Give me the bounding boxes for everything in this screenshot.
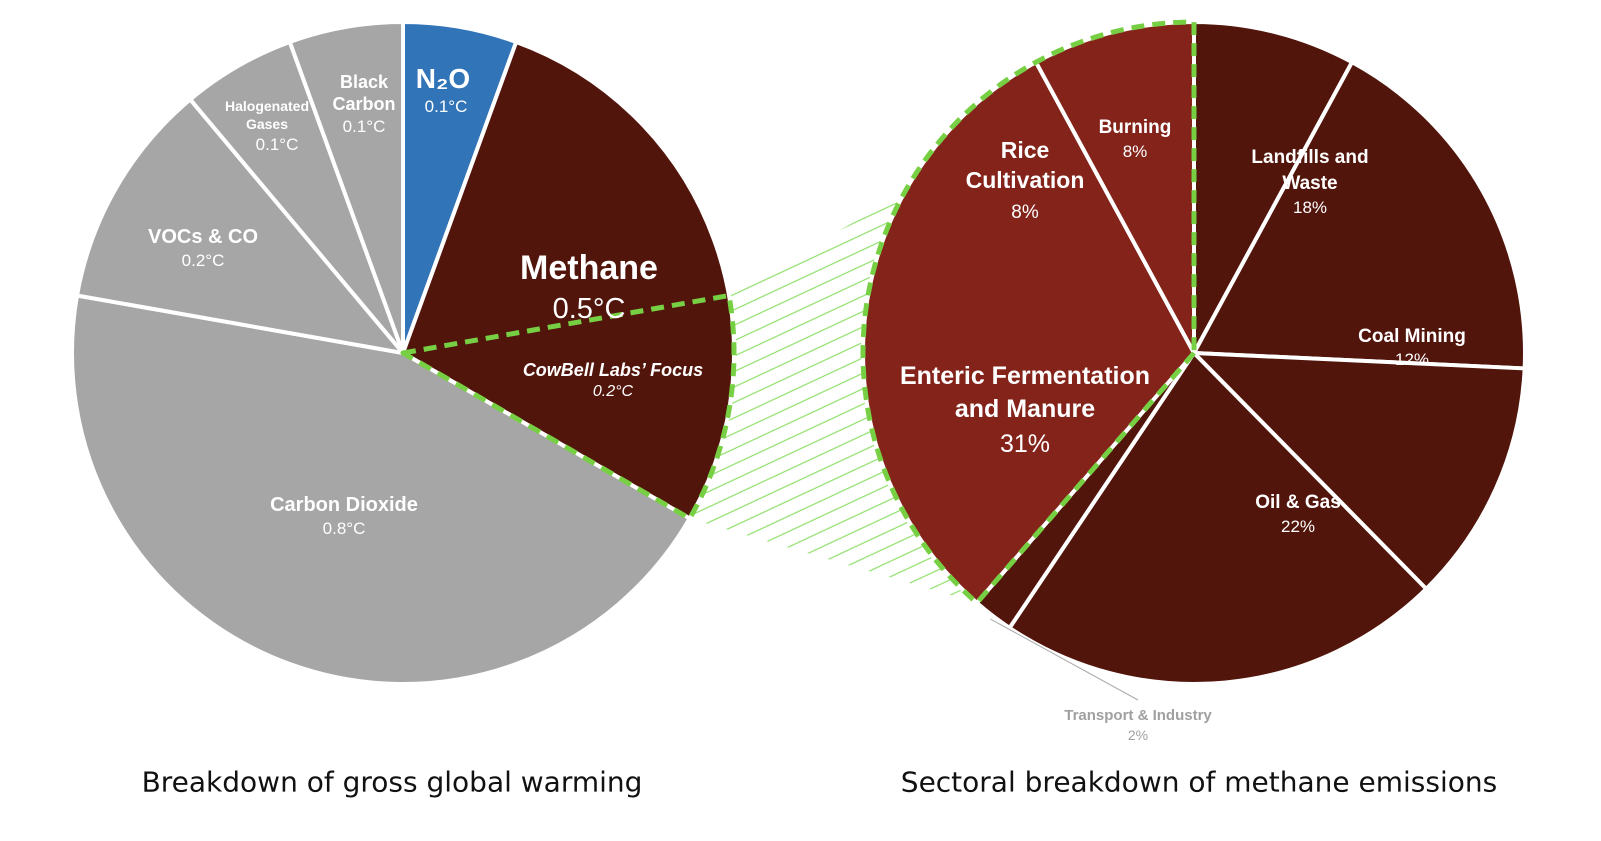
coal-mining-label: Coal Mining bbox=[1358, 326, 1466, 347]
vocs-value: 0.2°C bbox=[182, 251, 225, 270]
enteric-value: 31% bbox=[1000, 430, 1050, 458]
slice-landfills-and-waste bbox=[1192, 60, 1527, 371]
landfills-value: 18% bbox=[1293, 198, 1327, 217]
n2o-value: 0.1°C bbox=[425, 97, 468, 116]
slice-burning bbox=[1192, 20, 1355, 355]
enteric-label: and Manure bbox=[955, 395, 1095, 423]
vocs-label: VOCs & CO bbox=[148, 226, 258, 248]
halogenated-label: Gases bbox=[246, 116, 288, 132]
co2-label: Carbon Dioxide bbox=[270, 494, 418, 516]
slice-oil-gas bbox=[1007, 351, 1429, 687]
slice-carbon-dioxide bbox=[70, 293, 692, 686]
rice-value: 8% bbox=[1011, 202, 1039, 223]
transport-leader-line bbox=[990, 618, 1139, 701]
methane-pie-chart: Burning 8% Landfills and Waste 18% Coal Minin… bbox=[860, 19, 1527, 743]
rice-label: Rice bbox=[1001, 137, 1050, 163]
cowbell-focus-outline bbox=[400, 293, 737, 521]
halogenated-value: 0.1°C bbox=[256, 135, 299, 154]
cowbell-focus-label: CowBell Labs’ Focus bbox=[523, 360, 703, 380]
slice-vocs-co bbox=[75, 97, 405, 355]
methane-chart-title: Sectoral breakdown of methane emissions bbox=[900, 765, 1498, 799]
cowbell-focus-value: 0.2°C bbox=[593, 383, 634, 400]
transport-value: 2% bbox=[1128, 727, 1148, 743]
enteric-label: Enteric Fermentation bbox=[900, 362, 1150, 390]
oil-gas-value: 22% bbox=[1281, 517, 1315, 536]
coal-mining-value: 12% bbox=[1395, 350, 1429, 369]
landfills-label: Waste bbox=[1282, 173, 1337, 194]
halogenated-label: Halogenated bbox=[225, 98, 309, 114]
black-carbon-label: Black bbox=[340, 72, 389, 92]
methane-focus-outline bbox=[860, 19, 1197, 606]
n2o-label: N₂O bbox=[416, 63, 470, 94]
landfills-label: Landfills and bbox=[1251, 147, 1368, 168]
burning-value: 8% bbox=[1123, 142, 1148, 161]
burning-label: Burning bbox=[1099, 117, 1172, 138]
black-carbon-value: 0.1°C bbox=[343, 117, 386, 136]
black-carbon-label: Carbon bbox=[333, 94, 396, 114]
oil-gas-label: Oil & Gas bbox=[1255, 492, 1341, 513]
rice-label: Cultivation bbox=[966, 167, 1085, 193]
transport-label: Transport & Industry bbox=[1064, 707, 1212, 724]
slice-coal-mining bbox=[1192, 351, 1527, 591]
warming-pie-chart: N₂O 0.1°C Methane 0.5°C CowBell Labs’ Focus 0… bbox=[70, 20, 737, 686]
methane-label: Methane bbox=[520, 249, 658, 287]
co2-value: 0.8°C bbox=[323, 519, 366, 538]
methane-value: 0.5°C bbox=[553, 293, 626, 325]
slice-black-carbon bbox=[287, 20, 405, 355]
warming-chart-title: Breakdown of gross global warming bbox=[141, 765, 643, 799]
